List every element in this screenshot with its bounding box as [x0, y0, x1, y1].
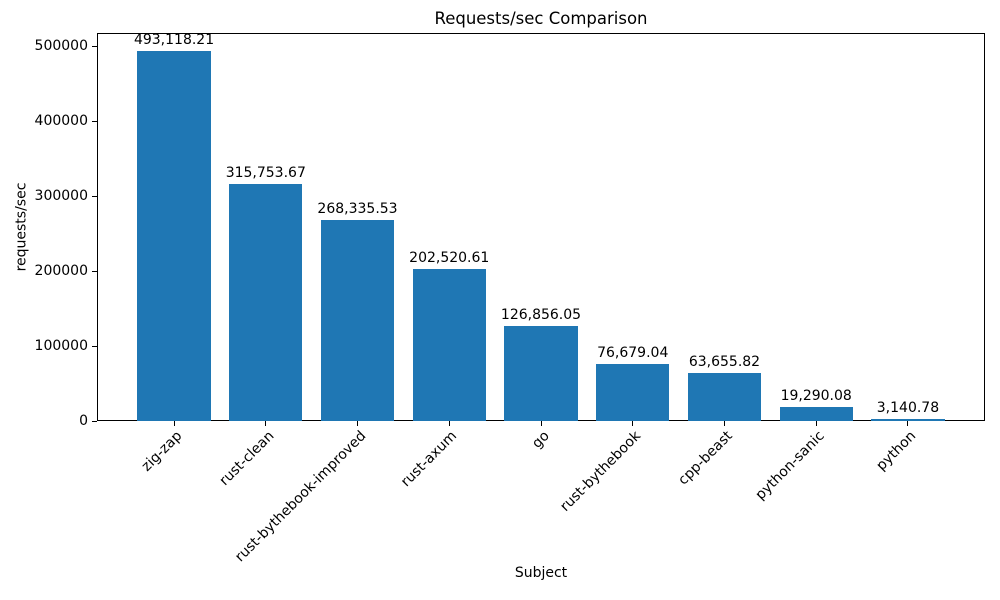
y-tick-mark [92, 195, 97, 197]
y-tick-mark [92, 270, 97, 272]
y-tick-label: 500000 [34, 38, 88, 55]
bar-value-label: 63,655.82 [688, 354, 761, 371]
bar-value-label: 3,140.78 [876, 399, 940, 416]
y-tick-mark [92, 120, 97, 122]
bar [504, 325, 578, 421]
x-tick-mark [815, 421, 817, 426]
bar [412, 269, 486, 421]
bar-value-label: 76,679.04 [597, 344, 669, 361]
x-tick-mark [357, 421, 359, 426]
y-tick-label: 100000 [34, 338, 88, 355]
bar-value-label: 202,520.61 [409, 250, 490, 267]
bar [229, 184, 303, 421]
y-tick-mark [92, 420, 97, 422]
chart-title: Requests/sec Comparison [434, 9, 648, 28]
x-tick-mark [723, 421, 725, 426]
bar-value-label: 19,290.08 [780, 387, 852, 404]
x-tick-label: python [873, 428, 920, 474]
x-tick-label: rust-bythebook [557, 428, 645, 515]
bar-value-label: 315,753.67 [225, 165, 306, 182]
bar [596, 363, 670, 421]
y-tick-mark [92, 345, 97, 347]
x-tick-mark [265, 421, 267, 426]
y-tick-label: 400000 [34, 113, 88, 130]
bar-value-label: 268,335.53 [317, 200, 398, 217]
x-tick-mark [540, 421, 542, 426]
y-tick-label: 0 [79, 413, 88, 429]
x-tick-label: python-sanic [752, 428, 828, 504]
y-tick-label: 200000 [34, 263, 88, 280]
y-tick-label: 300000 [34, 188, 88, 205]
x-tick-mark [907, 421, 909, 426]
x-tick-label: zig-zap [138, 428, 186, 475]
x-tick-mark [632, 421, 634, 426]
x-tick-label: rust-clean [216, 428, 278, 489]
bar-value-label: 493,118.21 [133, 32, 215, 49]
x-tick-label: cpp-beast [675, 428, 736, 489]
bar [687, 373, 762, 421]
x-tick-label: go [528, 428, 553, 452]
x-tick-mark [448, 421, 450, 426]
y-axis-label-container: requests/sec [10, 33, 32, 421]
x-axis-label: Subject [514, 565, 568, 581]
bar-value-label: 126,856.05 [500, 306, 582, 323]
x-tick-mark [173, 421, 175, 426]
y-tick-mark [92, 45, 97, 47]
bar [137, 51, 211, 421]
bar [871, 418, 945, 421]
x-tick-label: rust-axum [398, 428, 461, 491]
bar [320, 219, 395, 421]
bar [779, 406, 853, 421]
